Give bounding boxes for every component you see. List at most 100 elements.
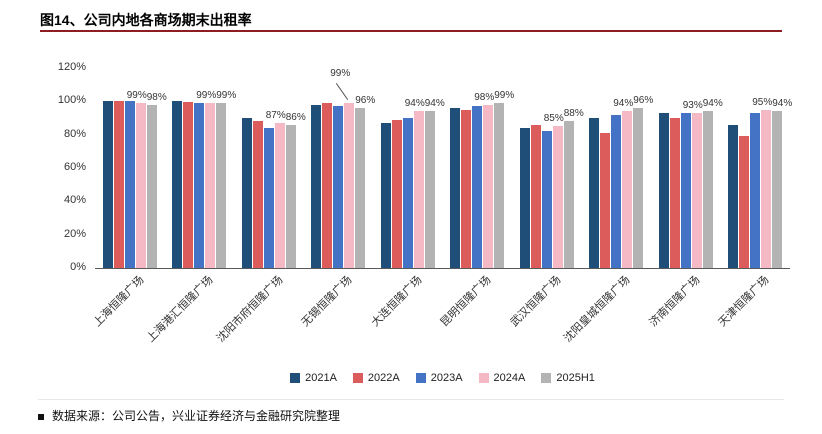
- x-axis-category-label: 天津恒隆广场: [716, 274, 772, 330]
- x-axis-category-label: 昆明恒隆广场: [438, 274, 494, 330]
- y-axis-tick-label: 40%: [63, 194, 86, 207]
- title-rule: [40, 30, 782, 32]
- bar-2021A: [450, 108, 461, 268]
- bar-value-label: 87%: [265, 110, 286, 121]
- bar-2021A: [102, 101, 113, 268]
- bar-2023A: [750, 113, 761, 268]
- bar-2023A: [680, 113, 691, 268]
- bar-2022A: [739, 136, 750, 268]
- bar-value-label: 94%: [404, 98, 425, 110]
- bar-2022A: [600, 133, 611, 268]
- figure-title: 图14、公司内地各商场期末出租率: [40, 12, 252, 28]
- bar-value-label: 86%: [285, 111, 306, 123]
- legend-label: 2021A: [305, 372, 337, 384]
- bar-value-label: 99%: [126, 90, 147, 101]
- legend-label: 2022A: [367, 372, 400, 384]
- bar-2022A: [669, 118, 680, 268]
- bar-2023A: [402, 118, 413, 268]
- bar-2023A: [611, 114, 622, 268]
- legend-item: 2022A: [352, 372, 400, 384]
- bar-2023A: [194, 103, 205, 268]
- bar-2024A: 93%: [683, 101, 703, 268]
- bar-2021A: [728, 124, 739, 268]
- bar-group: 98% 99%: [443, 68, 514, 268]
- bar-2025H1: 94%: [772, 99, 792, 268]
- bar-2023A: [124, 101, 135, 268]
- bar-value-label: 85%: [543, 113, 564, 125]
- bar-2022A: [113, 101, 124, 268]
- legend: 2021A 2022A 2023A 2024A 2025H1: [95, 372, 790, 384]
- bar-group: 95% 94%: [721, 68, 792, 268]
- bar-value-label: 94%: [772, 98, 793, 110]
- bar-value-label: 96%: [633, 95, 654, 106]
- x-axis-category-label: 武汉恒隆广场: [508, 274, 564, 330]
- source-note: 数据来源：公司公告，兴业证券经济与金融研究院整理: [38, 399, 784, 424]
- x-axis-category-label: 无锡恒隆广场: [299, 274, 355, 330]
- bar-2023A: [472, 106, 483, 268]
- bar-2022A: [461, 109, 472, 268]
- y-axis-tick-label: 20%: [63, 227, 86, 240]
- x-axis-category-label: 沈阳皇城恒隆广场: [562, 274, 633, 345]
- bar-group: 93% 94%: [651, 68, 723, 268]
- bar-group: 85% 88%: [512, 68, 584, 268]
- bar-2024A: 98%: [474, 92, 494, 268]
- y-axis-tick-label: 0%: [70, 261, 86, 273]
- bar-2021A: [241, 118, 252, 268]
- bar-2025H1: 86%: [285, 112, 306, 268]
- bar-value-label: 94%: [613, 98, 634, 110]
- legend-swatch-icon: [478, 373, 489, 383]
- bar-value-label: 94%: [702, 98, 723, 110]
- legend-swatch-icon: [290, 373, 301, 383]
- bar-value-label: 99%: [330, 68, 351, 79]
- bar-2025H1: 98%: [146, 92, 167, 268]
- bar-2024A: 87%: [266, 111, 286, 268]
- bar-2024A: 99%: [330, 69, 355, 268]
- bar-2024A: 85%: [544, 114, 564, 268]
- bar-value-label: 94%: [424, 98, 445, 110]
- bar-2023A: [541, 131, 552, 268]
- bar-2024A: 95%: [752, 97, 772, 268]
- bar-2025H1: 94%: [424, 99, 445, 268]
- bar-value-label: 98%: [146, 91, 167, 103]
- bar-group: 94% 94%: [373, 68, 445, 268]
- bar-value-label: 95%: [752, 96, 773, 108]
- bar-2022A: [530, 124, 541, 268]
- bar-2021A: [658, 113, 669, 268]
- y-axis-tick-label: 100%: [57, 94, 86, 107]
- bar-value-label: 88%: [563, 108, 584, 120]
- y-axis-tick-label: 120%: [57, 61, 86, 73]
- bar-2025H1: 88%: [563, 109, 584, 268]
- bar-2021A: [311, 104, 322, 268]
- bar-2025H1: 99%: [494, 91, 514, 268]
- x-axis-category-label: 上海恒隆广场: [91, 274, 147, 330]
- bar-2021A: [589, 118, 600, 268]
- bar-2024A: 94%: [613, 99, 633, 268]
- bar-2023A: [263, 128, 274, 268]
- bar-value-label: 96%: [355, 95, 376, 106]
- legend-item: 2024A: [478, 372, 525, 384]
- bar-group: 87% 86%: [234, 68, 306, 268]
- bar-2021A: [380, 123, 391, 268]
- footer-bullet-icon: [38, 414, 44, 420]
- legend-item: 2025H1: [541, 372, 595, 384]
- legend-label: 2023A: [430, 372, 463, 384]
- bar-2024A: 99%: [196, 91, 216, 268]
- callout-leader-line: [336, 83, 349, 100]
- y-axis-tick-label: 80%: [63, 127, 86, 140]
- bar-value-label: 99%: [196, 90, 217, 101]
- bar-2025H1: 94%: [702, 99, 723, 268]
- bar-2021A: [172, 101, 183, 268]
- bar-2022A: [252, 121, 263, 268]
- bar-2023A: [333, 106, 344, 268]
- bar-2022A: [391, 119, 402, 268]
- plot-area: 99% 98% 99% 99% 87% 86% 99% 96% 94% 94% 98% 99% 85% 8…: [95, 68, 792, 269]
- bar-2025H1: 96%: [355, 96, 375, 268]
- y-axis-tick-label: 60%: [63, 161, 86, 173]
- x-axis-category-label: 大连恒隆广场: [369, 274, 425, 330]
- x-axis-category-label: 济南恒隆广场: [647, 274, 703, 330]
- bar-value-label: 98%: [474, 91, 495, 103]
- legend-swatch-icon: [415, 373, 426, 383]
- legend-item: 2023A: [415, 372, 463, 384]
- bar-2024A: 94%: [405, 99, 425, 268]
